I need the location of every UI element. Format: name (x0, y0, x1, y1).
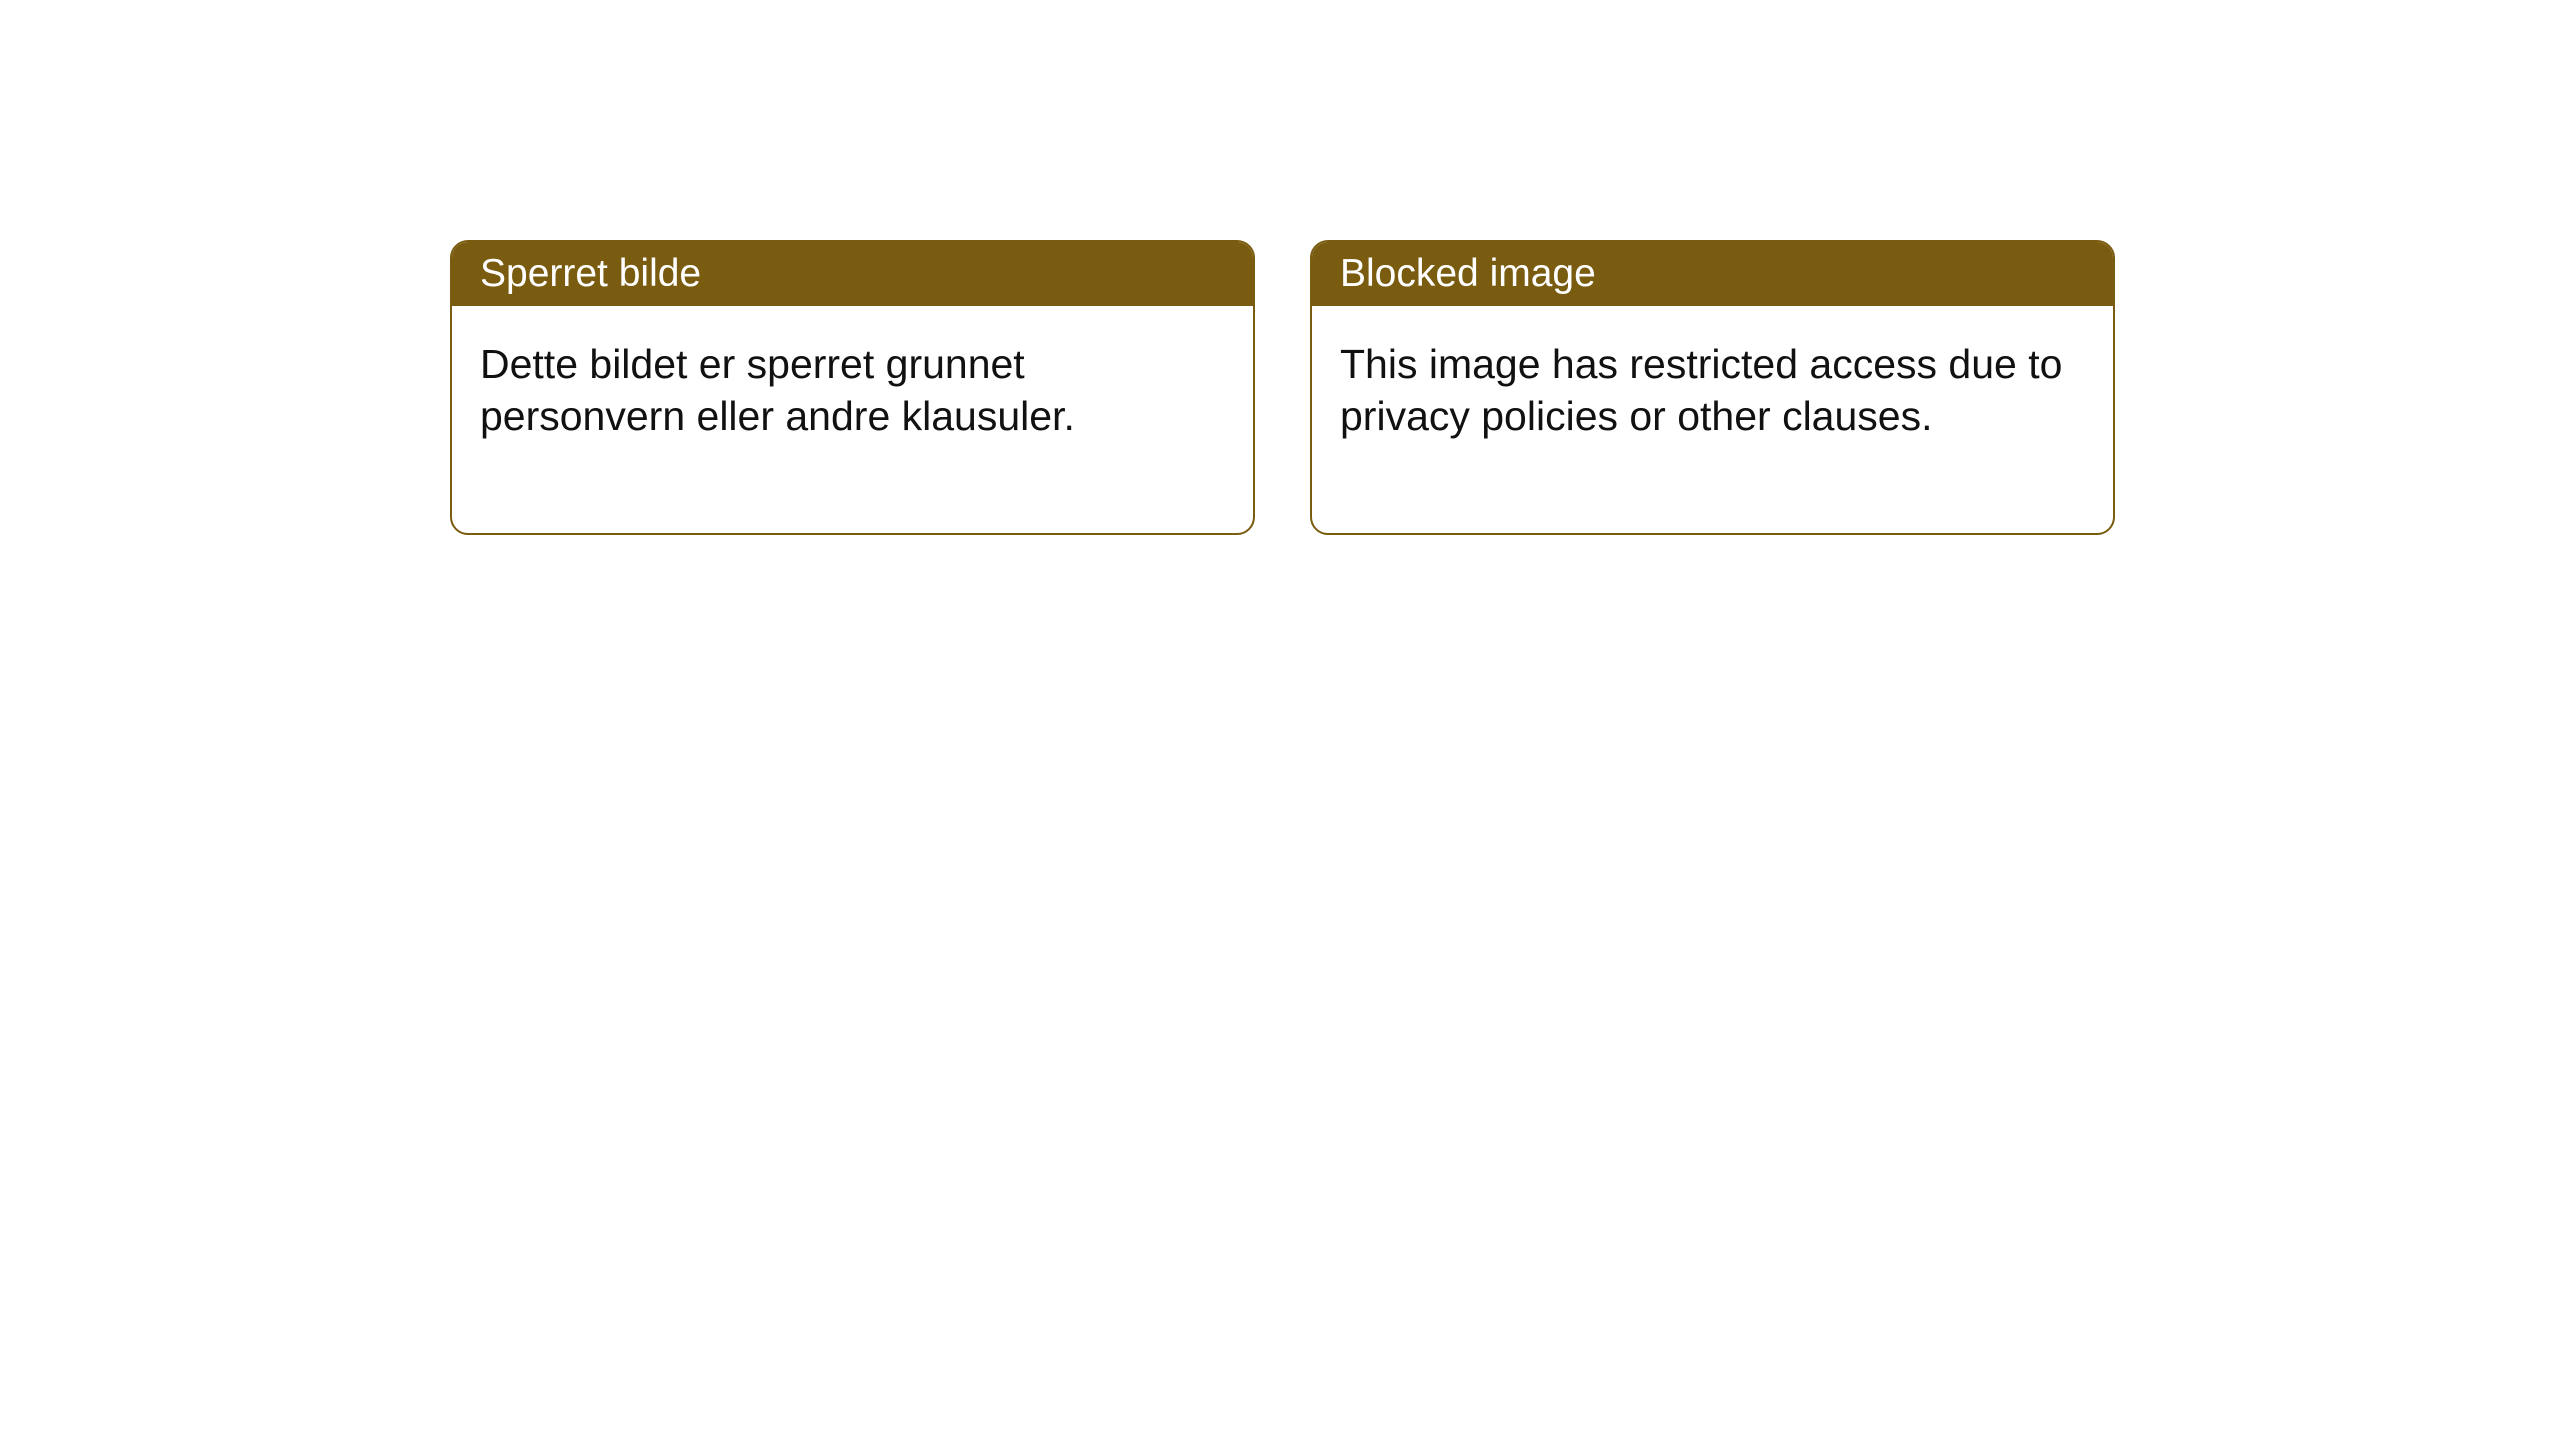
card-norwegian-body-text: Dette bildet er sperret grunnet personve… (480, 341, 1075, 439)
blocked-image-cards: Sperret bilde Dette bildet er sperret gr… (450, 240, 2560, 535)
card-norwegian-title: Sperret bilde (480, 252, 701, 295)
card-english: Blocked image This image has restricted … (1310, 240, 2115, 535)
card-english-body-text: This image has restricted access due to … (1340, 341, 2062, 439)
card-norwegian-body: Dette bildet er sperret grunnet personve… (452, 306, 1253, 533)
card-english-body: This image has restricted access due to … (1312, 306, 2113, 533)
card-english-header: Blocked image (1312, 242, 2113, 306)
card-english-title: Blocked image (1340, 252, 1596, 295)
card-norwegian-header: Sperret bilde (452, 242, 1253, 306)
card-norwegian: Sperret bilde Dette bildet er sperret gr… (450, 240, 1255, 535)
